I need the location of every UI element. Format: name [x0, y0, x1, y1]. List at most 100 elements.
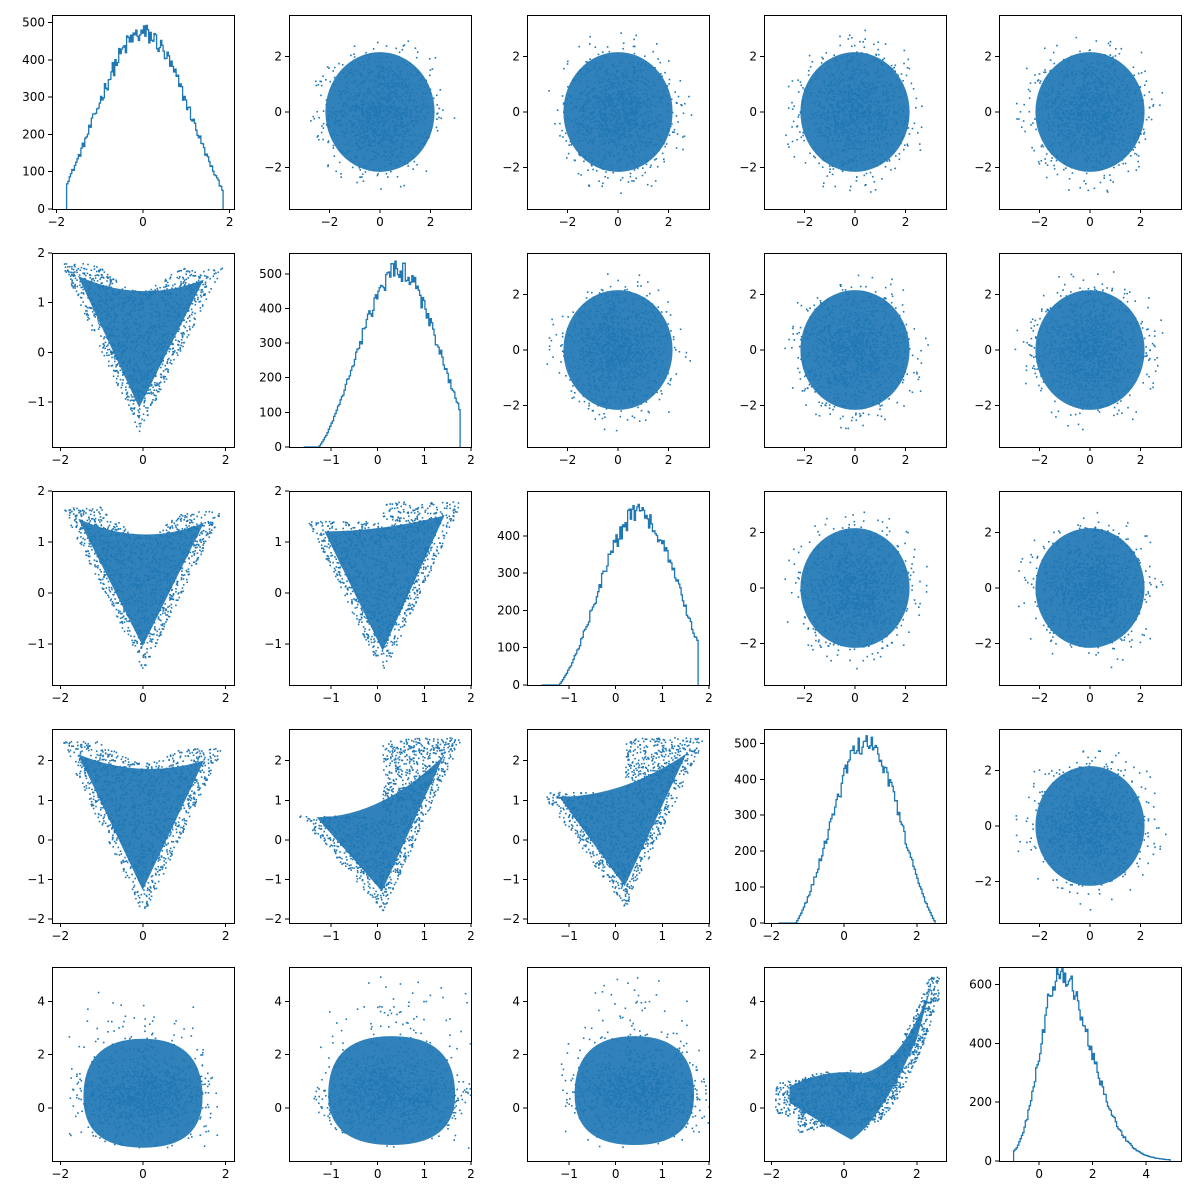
x-tick-label: 0 — [139, 215, 147, 229]
scatter-point — [310, 120, 312, 122]
scatter-point — [429, 69, 432, 71]
scatter-point — [322, 122, 325, 125]
scatter-point — [353, 53, 355, 55]
scatter-point — [633, 52, 636, 55]
scatter-point — [1049, 69, 1051, 72]
scatter-point — [646, 183, 649, 186]
scatter-point — [563, 102, 565, 104]
scatter-point — [1138, 141, 1140, 144]
scatter-point — [859, 40, 861, 43]
scatter-point — [863, 46, 866, 48]
x-tick-label: 2 — [427, 215, 435, 229]
scatter-point — [377, 173, 379, 175]
scatter-point — [904, 144, 906, 146]
scatter-point — [1051, 157, 1053, 159]
scatter-point — [883, 57, 886, 60]
scatter-point — [832, 168, 835, 170]
scatter-point — [567, 86, 569, 88]
scatter-point — [376, 41, 379, 44]
scatter-point — [660, 73, 662, 75]
scatter-point — [431, 68, 434, 70]
scatter-point — [579, 154, 581, 156]
scatter-point — [559, 122, 561, 125]
scatter-point — [598, 180, 600, 182]
scatter-point — [679, 80, 682, 82]
scatter-point — [1140, 133, 1142, 135]
scatter-point — [864, 29, 866, 32]
x-tick-label: −2 — [796, 215, 814, 229]
scatter-point — [673, 128, 676, 131]
scatter-point — [332, 144, 335, 147]
scatter-point — [1103, 177, 1105, 179]
scatter-point — [398, 51, 401, 54]
scatter-point — [864, 38, 866, 40]
scatter-point — [900, 73, 903, 75]
scatter-point — [870, 191, 872, 193]
scatter-point — [1022, 120, 1025, 122]
scatter-point — [566, 157, 568, 159]
scatter-point — [654, 67, 656, 69]
scatter-point — [856, 176, 858, 178]
scatter-point — [670, 98, 673, 100]
scatter-point — [1145, 118, 1148, 121]
scatter-point — [1034, 82, 1037, 84]
scatter-point — [590, 163, 593, 166]
scatter-point — [809, 152, 811, 155]
scatter-point — [802, 87, 804, 89]
y-tick-label: −2 — [502, 160, 520, 174]
scatter-point — [436, 118, 438, 120]
scatter-point — [650, 185, 653, 187]
scatter-point — [341, 64, 344, 66]
scatter-point — [863, 174, 866, 177]
scatter-point — [849, 189, 851, 192]
scatter-point — [620, 32, 622, 34]
scatter-point — [656, 165, 659, 168]
scatter-point — [385, 172, 388, 175]
scatter-point — [350, 54, 352, 57]
scatter-point — [676, 133, 679, 135]
scatter-point — [890, 64, 893, 67]
scatter-point — [666, 85, 669, 87]
scatter-point — [1050, 160, 1053, 162]
scatter-point — [327, 164, 329, 166]
scatter-points-0-2 — [548, 32, 693, 194]
scatter-point — [1049, 59, 1052, 61]
scatter-point — [791, 101, 793, 104]
scatter-point — [334, 66, 336, 69]
scatter-point — [847, 38, 850, 40]
scatter-point — [592, 168, 594, 171]
scatter-point — [791, 108, 794, 110]
scatter-point — [588, 185, 591, 187]
scatter-point — [317, 83, 320, 86]
scatter-point — [802, 131, 804, 134]
scatter-point — [797, 91, 800, 93]
scatter-point — [673, 131, 675, 133]
scatter-point — [567, 152, 570, 155]
scatter-point — [872, 175, 874, 178]
scatter-point — [574, 159, 576, 162]
scatter-point — [612, 171, 615, 174]
scatter-point — [1045, 176, 1048, 179]
scatter-point — [906, 66, 909, 69]
scatter-point — [1134, 146, 1136, 149]
scatter-point — [327, 140, 330, 142]
scatter-density-core — [325, 52, 435, 172]
scatter-point — [1038, 73, 1041, 75]
scatter-point — [1137, 160, 1139, 163]
histogram-step-line-0-0 — [65, 24, 224, 209]
y-tick-label: 400 — [22, 53, 45, 67]
scatter-point — [413, 160, 416, 163]
y-tick-label: 2 — [749, 50, 757, 64]
scatter-point — [1103, 174, 1106, 177]
scatter-point — [435, 126, 438, 129]
scatter-point — [633, 169, 636, 171]
scatter-point — [1016, 102, 1018, 105]
scatter-point — [338, 161, 341, 164]
scatter-point — [578, 45, 580, 48]
scatter-point — [320, 80, 322, 83]
scatter-point — [833, 54, 835, 56]
scatter-point — [850, 45, 853, 48]
scatter-point — [671, 123, 673, 125]
scatter-point — [654, 159, 656, 161]
